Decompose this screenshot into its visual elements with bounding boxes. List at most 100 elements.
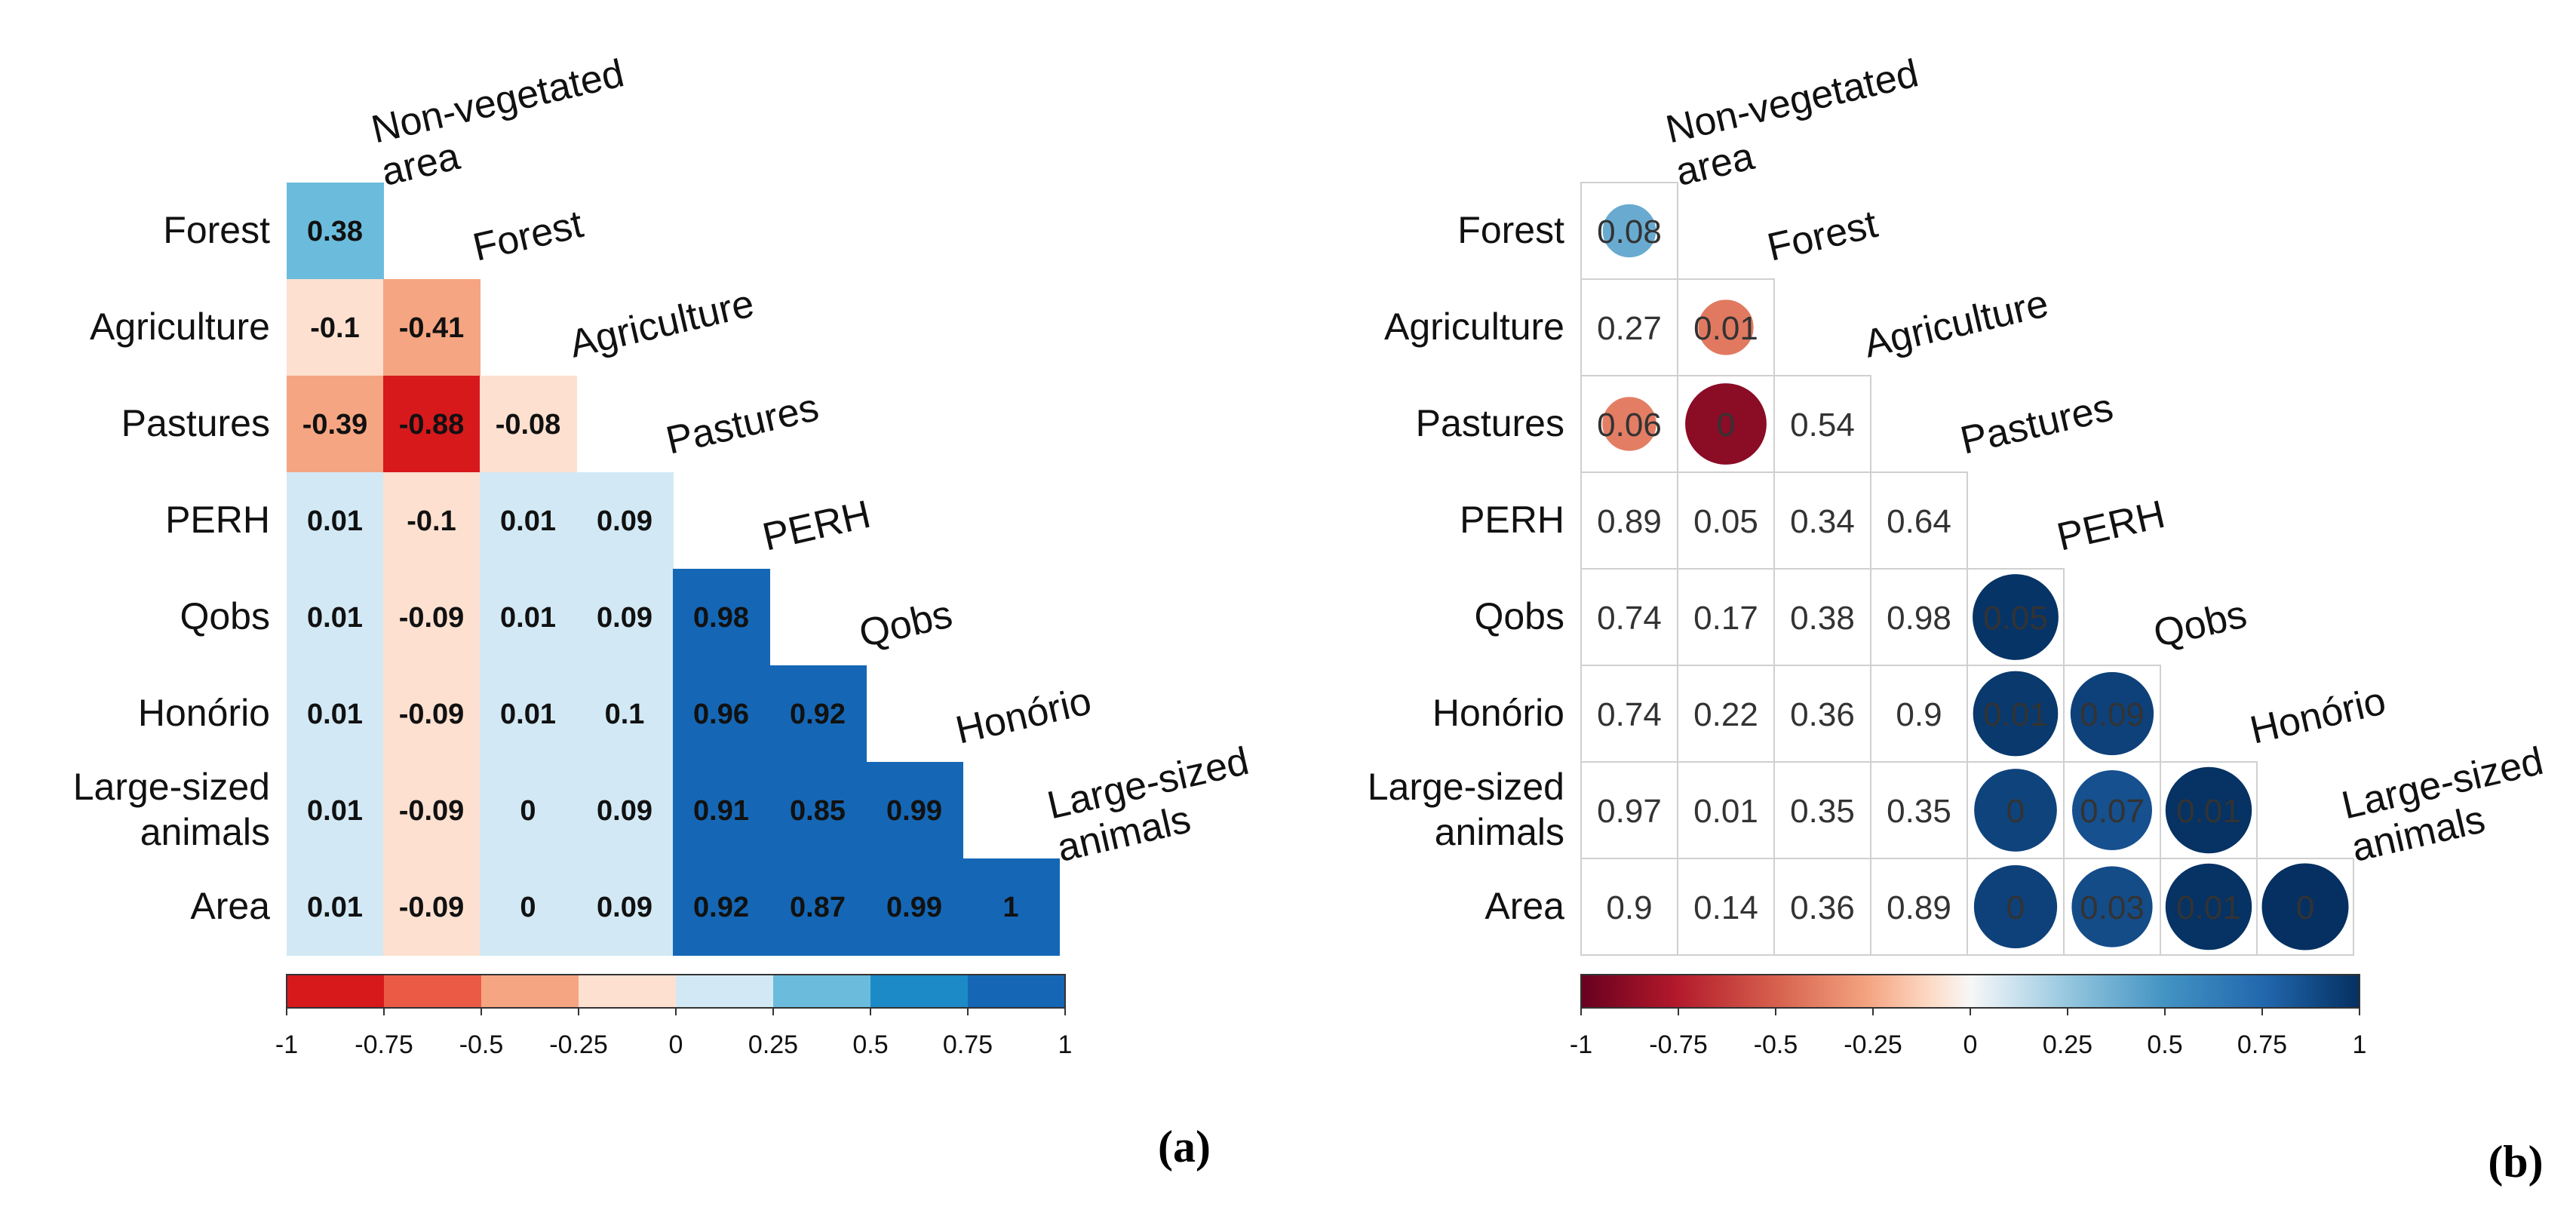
cell-value: -0.1: [407, 505, 456, 537]
colorbar-tick-label: 0.5: [852, 1030, 888, 1059]
colorbar-tick-label: -0.75: [1649, 1030, 1708, 1059]
heatmap-cell: [383, 279, 481, 376]
p-value: 0.01: [1983, 696, 2048, 733]
correlation-circle: [2071, 769, 2153, 851]
cell-value: 0.1: [605, 699, 645, 730]
p-value: 0.35: [1887, 793, 1951, 830]
correlation-circle: [2261, 862, 2350, 951]
colorbar-tick-label: 0.25: [748, 1030, 798, 1059]
heatmap-cell: [287, 183, 384, 280]
grid-cell: [1677, 471, 1775, 570]
heatmap-cell: [673, 858, 770, 956]
heatmap-cell: [576, 858, 674, 956]
grid-cell: [1773, 858, 1871, 956]
p-value: 0.01: [1693, 310, 1758, 347]
column-label: Non-vegetatedarea: [1662, 51, 1932, 195]
cell-value: -0.1: [310, 312, 359, 344]
cell-value: 0.09: [597, 892, 652, 923]
row-label: Agriculture: [1384, 306, 1564, 348]
cell-value: 0.99: [886, 795, 942, 827]
cell-value: 0.01: [307, 505, 363, 537]
cell-value: 0.01: [307, 892, 363, 923]
cell-value: 0.91: [693, 795, 749, 827]
grid-cell: [1580, 858, 1678, 956]
colorbar-bin: [287, 975, 385, 1008]
cell-value: 1: [1002, 892, 1018, 923]
p-value: 0.27: [1597, 310, 1662, 347]
cell-value: 0.01: [307, 602, 363, 634]
cell-value: 0.92: [790, 699, 846, 730]
p-value: 0.74: [1597, 696, 1662, 733]
cell-value: 0.99: [886, 892, 942, 923]
p-value: 0.07: [2080, 793, 2145, 830]
p-value: 0.89: [1597, 503, 1662, 540]
column-label: Qobs: [855, 592, 956, 656]
heatmap-cell: [383, 472, 481, 570]
colorbar-bin: [870, 975, 969, 1008]
p-value: 0.06: [1597, 407, 1662, 444]
grid-cell: [1773, 665, 1871, 763]
heatmap-cell: [383, 569, 481, 666]
column-label: PERH: [2053, 493, 2169, 560]
heatmap-cell: [576, 472, 674, 570]
p-value: 0.54: [1790, 407, 1855, 444]
correlation-circle: [1973, 864, 2059, 950]
correlation-circle: [1972, 573, 2059, 661]
row-label: Qobs: [180, 595, 270, 637]
panel-label: (b): [2488, 1137, 2543, 1187]
row-label: Area: [1485, 885, 1564, 927]
cell-value: 0.09: [597, 795, 652, 827]
column-label: Forest: [1764, 202, 1882, 270]
heatmap-cell: [673, 665, 770, 763]
colorbar-tick-label: -0.25: [549, 1030, 608, 1059]
grid-cell: [1580, 471, 1678, 570]
p-value: 0.9: [1606, 889, 1652, 926]
column-label: Agriculture: [566, 281, 758, 366]
p-value: 0.36: [1790, 696, 1855, 733]
colorbar-tick-label: 0.75: [943, 1030, 993, 1059]
colorbar-tick-label: -1: [275, 1030, 298, 1059]
cell-value: 0: [520, 795, 536, 827]
p-value: 0.97: [1597, 793, 1662, 830]
colorbar-tick-label: -0.75: [355, 1030, 413, 1059]
grid-cell: [1580, 761, 1678, 859]
column-label: Forest: [469, 202, 588, 270]
p-value: 0.98: [1887, 600, 1951, 637]
heatmap-cell: [480, 376, 577, 473]
heatmap-cell: [383, 665, 481, 763]
p-value: 0.05: [1983, 600, 2048, 637]
correlation-circle: [2069, 671, 2155, 757]
p-value: 0.01: [2176, 889, 2241, 926]
grid-cell: [1677, 665, 1775, 763]
cell-value: 0.01: [500, 699, 556, 730]
correlation-circle: [2071, 865, 2154, 948]
column-label: Qobs: [2150, 592, 2251, 656]
cell-value: 0.09: [597, 505, 652, 537]
correlation-circle: [1601, 396, 1657, 452]
row-label: PERH: [165, 499, 270, 541]
correlation-circle: [2164, 862, 2253, 951]
panel-b-circle-plot: 0.08 0.27 0.01 0.06 0 0.54 0.89 0.05 0.34 0.64 0.7…: [1368, 51, 2547, 1187]
colorbar-tick-label: -0.5: [1754, 1030, 1798, 1059]
row-label: Pastures: [1416, 402, 1564, 444]
p-value: 0: [2006, 793, 2025, 830]
column-label: Honório: [2246, 679, 2390, 752]
colorbar-tick-label: 0.5: [2147, 1030, 2182, 1059]
colorbar-bin: [676, 975, 774, 1008]
column-label: Agriculture: [1860, 281, 2053, 366]
cell-value: 0.98: [693, 602, 749, 634]
heatmap-cell: [963, 858, 1060, 956]
p-value: 0.36: [1790, 889, 1855, 926]
heatmap-cell: [480, 665, 577, 763]
heatmap-cell: [287, 858, 384, 956]
correlation-circle: [1972, 670, 2059, 757]
heatmap-cell: [383, 858, 481, 956]
colorbar-tick-label: 0: [669, 1030, 683, 1059]
heatmap-cell: [769, 858, 867, 956]
heatmap-cell: [866, 762, 963, 859]
correlation-circle: [1973, 768, 2058, 852]
cell-value: 0.01: [307, 795, 363, 827]
column-label: Large-sizedanimals: [1043, 739, 1263, 871]
heatmap-cell: [287, 279, 384, 376]
